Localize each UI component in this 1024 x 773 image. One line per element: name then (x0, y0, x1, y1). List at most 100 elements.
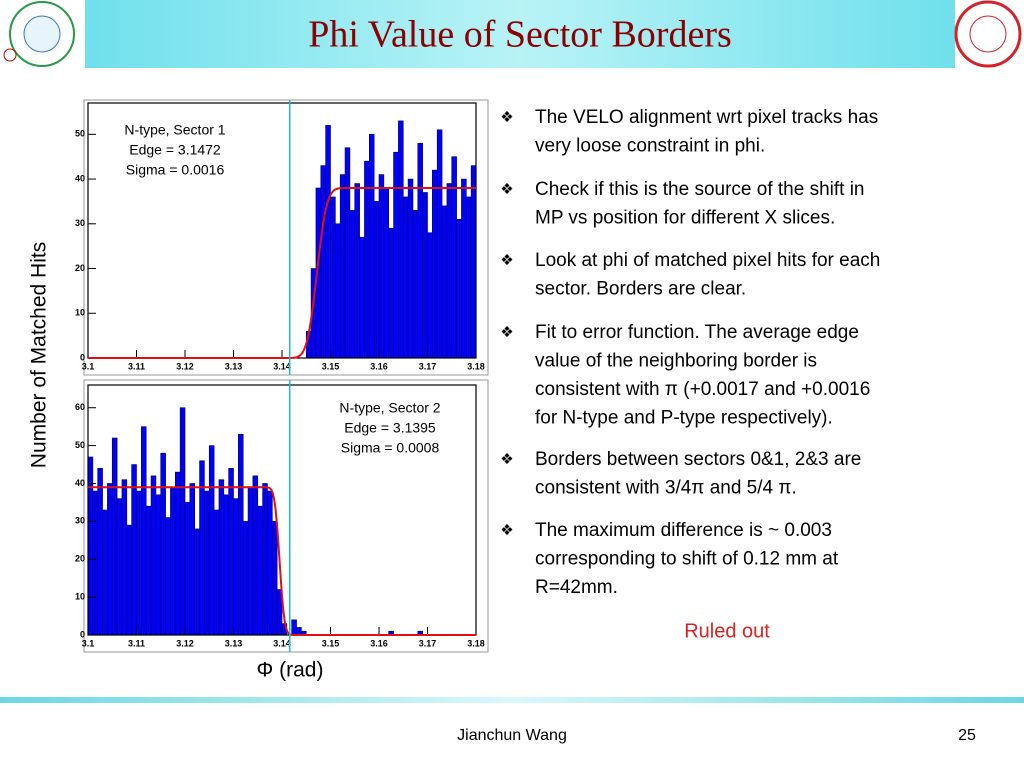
histogram-bar (136, 490, 142, 636)
page-number: 25 (958, 727, 976, 744)
histogram-bar (412, 210, 419, 359)
histogram-bar (325, 125, 331, 359)
bullet-text: corresponding to shift of 0.12 mm at (535, 549, 839, 570)
histogram-bar (184, 502, 191, 636)
y-tick-label: 30 (75, 516, 85, 526)
histogram-bar (126, 524, 132, 636)
histogram-bar (238, 433, 244, 636)
histogram-bar (267, 490, 273, 636)
x-tick-label: 3.17 (419, 361, 437, 371)
histogram-bar (223, 494, 229, 636)
y-tick-label: 10 (75, 308, 85, 318)
histogram-bar (242, 521, 249, 636)
x-tick-label: 3.16 (370, 361, 388, 371)
conclusion: Ruled out (684, 620, 770, 642)
histogram-bar (446, 183, 453, 359)
x-tick-label: 3.1 (82, 361, 95, 371)
bullet-text: R=42mm. (535, 577, 618, 598)
y-tick-label: 20 (75, 263, 85, 273)
histogram-bar (368, 134, 375, 359)
x-tick-label: 3.13 (225, 638, 243, 648)
x-tick-label: 3.1 (82, 638, 95, 648)
histogram-bar (436, 129, 443, 359)
histogram-bar (441, 205, 448, 359)
bullet-text: The VELO alignment wrt pixel tracks has (535, 107, 878, 128)
histogram-bar (339, 174, 346, 359)
histogram-bar (170, 486, 176, 636)
histogram-bar (218, 479, 225, 636)
histogram-bar (102, 509, 108, 636)
histogram-bar (165, 517, 171, 636)
histogram-bar (407, 178, 414, 359)
bullet-text: sector. Borders are clear. (535, 279, 746, 300)
histogram-bar (378, 174, 385, 359)
fit-curve (88, 187, 476, 359)
fit-annotation: N-type, Sector 1 (124, 122, 225, 138)
histogram-bar (330, 196, 336, 359)
histogram-bar (344, 147, 351, 359)
histogram-bar (189, 483, 196, 636)
histogram-bar (402, 196, 409, 359)
histogram-bar (247, 486, 254, 636)
bullet-text: value of the neighboring border is (535, 351, 817, 372)
histogram-bar (145, 505, 152, 636)
bullet-text: Fit to error function. The average edge (535, 322, 859, 343)
histogram-bar (383, 187, 390, 359)
fit-annotation: Edge = 3.1395 (344, 420, 436, 436)
histogram-bar (320, 165, 326, 359)
histogram-bar (271, 521, 278, 636)
histogram-bar (194, 528, 200, 636)
y-axis-label: Number of Matched Hits (28, 242, 51, 468)
x-tick-label: 3.12 (176, 638, 194, 648)
histogram-bar (208, 445, 215, 636)
left-logo (3, 1, 75, 67)
histogram-bar (461, 178, 467, 359)
histogram-bar (465, 196, 472, 359)
x-tick-label: 3.15 (322, 638, 340, 648)
histogram-bar (296, 627, 302, 636)
bullet-text: for N-type and P-type respectively). (535, 408, 833, 429)
histogram-bar (155, 494, 162, 636)
histogram-bar (160, 452, 166, 636)
histogram-bar (92, 490, 98, 636)
bullet-text: Look at phi of matched pixel hits for ea… (535, 250, 880, 271)
histogram-bar (131, 464, 137, 636)
histogram-bar (349, 210, 356, 359)
y-tick-label: 0 (80, 352, 85, 362)
histogram-bar (121, 479, 128, 636)
histogram-bar (417, 142, 423, 359)
bullet-text: consistent with π (+0.0017 and +0.0016 (535, 379, 870, 400)
x-tick-label: 3.18 (467, 361, 485, 371)
bullet-icon: ❖ (500, 109, 513, 126)
bullet-text: consistent with 3/4π and 5/4 π. (535, 478, 797, 499)
histogram-bar (228, 468, 234, 636)
y-tick-label: 30 (75, 218, 85, 228)
bullet-text: Borders between sectors 0&1, 2&3 are (535, 449, 861, 470)
histogram-bar (291, 619, 297, 636)
bullet-text: Check if this is the source of the shift… (535, 179, 865, 200)
x-tick-label: 3.11 (128, 638, 145, 648)
histogram-bar (359, 236, 365, 359)
histogram-bar (233, 498, 239, 636)
x-tick-label: 3.15 (322, 361, 340, 371)
bullet-icon: ❖ (500, 451, 513, 468)
histogram-bar (451, 156, 457, 359)
histogram-bar (456, 219, 462, 359)
x-tick-label: 3.11 (128, 361, 145, 371)
histogram-bar (150, 475, 157, 636)
fit-curve (88, 486, 476, 636)
histogram-bar (175, 471, 181, 636)
y-tick-label: 40 (75, 478, 85, 488)
footer-author: Jianchun Wang (457, 727, 567, 744)
bullet-text: MP vs position for different X slices. (535, 208, 835, 229)
x-tick-label: 3.17 (419, 638, 437, 648)
histogram-bar (116, 498, 123, 636)
histogram-bar (364, 160, 370, 359)
y-tick-label: 20 (75, 554, 85, 564)
histogram-bar (335, 223, 341, 359)
bullet-icon: ❖ (500, 252, 513, 269)
y-tick-label: 60 (75, 402, 85, 412)
y-tick-label: 0 (80, 629, 85, 639)
histogram-bar (262, 483, 268, 636)
histogram-bar (252, 475, 259, 636)
